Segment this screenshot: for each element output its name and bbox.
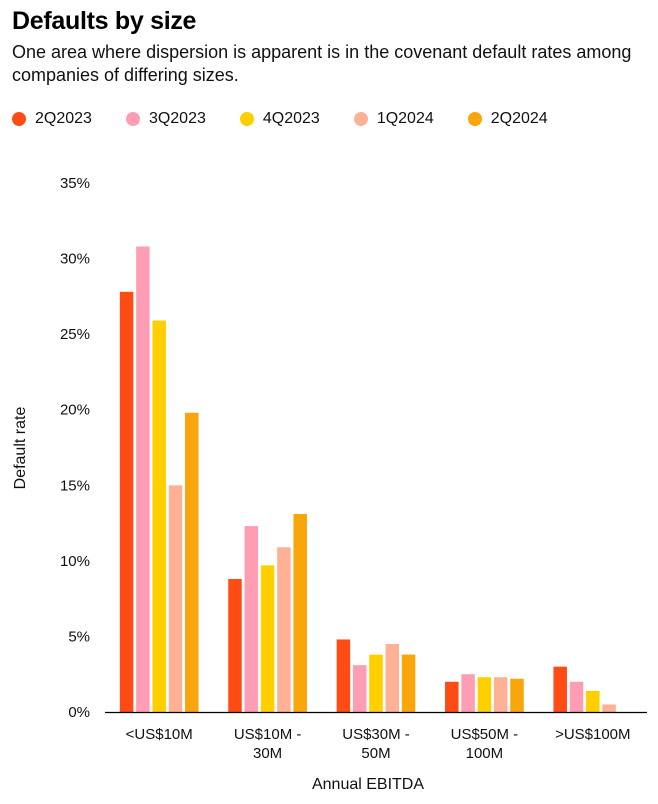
legend-swatch-2q2024 (467, 112, 482, 126)
bar-2q2023-us-50m-100m (445, 681, 459, 712)
legend-item-2q2024: 2Q2024 (467, 110, 548, 128)
chart-legend: 2Q2023 3Q2023 4Q2023 1Q2024 2Q2024 (12, 110, 582, 128)
legend-item-3q2023: 3Q2023 (125, 110, 206, 128)
x-tick-label-us-10m-30m: US$10M -30M (234, 726, 302, 762)
legend-label-1q2024: 1Q2024 (376, 110, 434, 127)
bar-1q2024-us-10m (168, 485, 183, 712)
bar-3q2023-us-100m (569, 681, 584, 712)
bar-3q2023-us-50m-100m (461, 674, 475, 712)
x-tick-label-us-30m-50m: US$30M -50M (342, 726, 410, 762)
legend-swatch-1q2024 (353, 112, 368, 126)
y-tick-label-35: 35% (60, 175, 90, 192)
bar-4q2023-us-50m-100m (477, 677, 492, 712)
legend-item-4q2023: 4Q2023 (239, 110, 320, 128)
bar-2q2023-us-30m-50m (336, 639, 351, 712)
x-axis-title: Annual EBITDA (312, 776, 424, 793)
legend-label-3q2023: 3Q2023 (148, 110, 206, 127)
bar-2q2023-us-10m-30m (228, 578, 242, 712)
legend-swatch-2q2023 (12, 112, 26, 126)
legend-swatch-3q2023 (125, 112, 140, 126)
y-tick-label-10: 10% (60, 553, 90, 570)
bar-2q2024-us-30m-50m (401, 654, 416, 712)
legend-label-2q2024: 2Q2024 (490, 110, 548, 127)
bar-1q2024-us-30m-50m (385, 643, 400, 712)
bar-3q2023-us-30m-50m (352, 665, 367, 712)
bar-4q2023-us-30m-50m (369, 654, 383, 712)
bar-2q2024-us-50m-100m (510, 678, 524, 712)
x-tick-label-us-50m-100m: US$50M -100M (451, 726, 519, 762)
bar-2q2023-us-10m (119, 291, 134, 712)
y-axis-ticks: 0% 5% 10% 15% 20% 25% 30% 35% (60, 175, 90, 721)
bar-3q2023-us-10m (136, 246, 150, 713)
chart-title: Defaults by size (12, 7, 197, 35)
legend-label-2q2023: 2Q2023 (35, 110, 92, 127)
bar-4q2023-us-10m (152, 320, 166, 712)
y-axis-title: Default rate (12, 407, 29, 490)
bar-2q2023-us-100m (553, 666, 567, 712)
x-axis-ticks: <US$10M US$10M -30M US$30M -50M US$50M -100… (126, 726, 631, 762)
y-tick-label-30: 30% (60, 251, 90, 268)
bar-1q2024-us-50m-100m (493, 677, 508, 712)
y-tick-label-5: 5% (68, 628, 90, 645)
bar-4q2023-us-10m-30m (260, 565, 275, 712)
bar-1q2024-us-100m (602, 704, 616, 712)
legend-swatch-4q2023 (239, 112, 254, 126)
bar-2q2024-us-10m (185, 412, 199, 712)
bar-1q2024-us-10m-30m (277, 547, 291, 712)
bars (119, 246, 616, 713)
legend-item-1q2024: 1Q2024 (353, 110, 434, 128)
bar-2q2024-us-10m-30m (293, 514, 307, 712)
legend-label-4q2023: 4Q2023 (262, 110, 320, 127)
y-tick-label-15: 15% (60, 477, 90, 494)
bar-4q2023-us-100m (586, 690, 600, 712)
bar-3q2023-us-10m-30m (244, 526, 259, 712)
x-tick-label-us-10m: <US$10M (126, 726, 193, 743)
y-tick-label-25: 25% (60, 326, 90, 343)
y-tick-label-0: 0% (68, 704, 90, 721)
x-tick-label-us-100m: >US$100M (555, 726, 630, 743)
chart-subtitle: One area where dispersion is apparent is… (12, 42, 632, 85)
legend-item-2q2023: 2Q2023 (12, 110, 92, 128)
y-tick-label-20: 20% (60, 402, 90, 419)
